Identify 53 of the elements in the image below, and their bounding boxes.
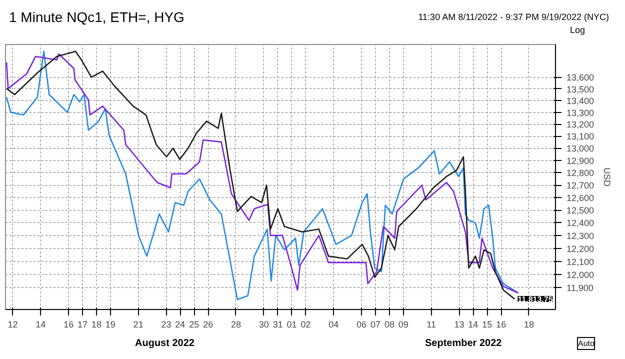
x-tick-label: 23 xyxy=(161,320,172,330)
y-tick-label: 12,200 xyxy=(566,244,594,254)
y-tick-label: 13,400 xyxy=(566,96,594,106)
x-tick-label: 08 xyxy=(384,320,394,330)
x-tick-label: 02 xyxy=(300,320,311,330)
x-tick-label: 26 xyxy=(203,320,214,330)
text: August 2022 xyxy=(135,337,194,351)
y-tick-label: 12,000 xyxy=(566,270,594,280)
y-axis-title: USD xyxy=(602,168,612,187)
x-tick-label: 04 xyxy=(328,320,339,330)
y-tick-label: 12,800 xyxy=(566,168,594,178)
y-tick-label: 12,600 xyxy=(566,192,594,203)
y-tick-label: 13,000 xyxy=(566,144,594,154)
chart-subtitle: 11:30 AM 8/11/2022 - 9:37 PM 9/19/2022 (NYC) xyxy=(418,11,609,24)
x-tick-label: 18 xyxy=(91,320,102,330)
y-tick-label: 13,100 xyxy=(566,132,594,142)
x-tick-label: 16 xyxy=(496,320,506,330)
y-tick-label: 13,500 xyxy=(566,84,594,94)
y-tick-label: 12,300 xyxy=(566,230,594,241)
y-tick-label: 12,700 xyxy=(566,180,594,191)
x-tick-label: 16 xyxy=(64,320,74,330)
x-tick-label: 12 xyxy=(8,320,18,330)
x-tick-label: 28 xyxy=(230,320,242,330)
x-tick-label: 11 xyxy=(426,320,436,330)
x-tick-label: 17 xyxy=(78,320,88,330)
text: Auto xyxy=(577,337,596,350)
text: Log xyxy=(570,24,585,37)
x-tick-label: 13 xyxy=(454,320,464,330)
x-tick-label: 18 xyxy=(524,320,534,330)
y-tick-label: 12,400 xyxy=(566,218,594,228)
x-tick-label: 01 xyxy=(286,320,297,330)
y-tick-label: 13,200 xyxy=(566,120,594,130)
x-tick-label: 15 xyxy=(482,320,492,330)
x-tick-label: 07 xyxy=(370,320,381,330)
y-tick-label: 11,900 xyxy=(566,283,594,294)
x-tick-label: 30 xyxy=(258,320,269,330)
x-tick-label: 21 xyxy=(133,320,144,330)
y-tick-label: 12,100 xyxy=(566,256,594,267)
x-tick-label: 19 xyxy=(105,320,116,330)
y-tick-label: 13,600 xyxy=(566,72,594,83)
annotation: 11,813.75 xyxy=(518,294,554,304)
y-tick-label: 13,300 xyxy=(566,108,594,118)
x-tick-label: 14 xyxy=(468,320,478,330)
chart-title: 1 Minute NQc1, ETH=, HYG xyxy=(9,8,184,27)
x-tick-label: 06 xyxy=(356,320,367,330)
x-tick-label: 25 xyxy=(189,320,200,330)
x-tick-label: 24 xyxy=(175,320,186,330)
text: September 2022 xyxy=(425,337,502,351)
x-tick-label: 09 xyxy=(398,320,408,330)
y-tick-label: 12,900 xyxy=(566,156,594,166)
x-tick-label: 31 xyxy=(272,320,283,330)
x-tick-label: 14 xyxy=(36,320,46,330)
y-tick-label: 12,500 xyxy=(566,206,594,216)
